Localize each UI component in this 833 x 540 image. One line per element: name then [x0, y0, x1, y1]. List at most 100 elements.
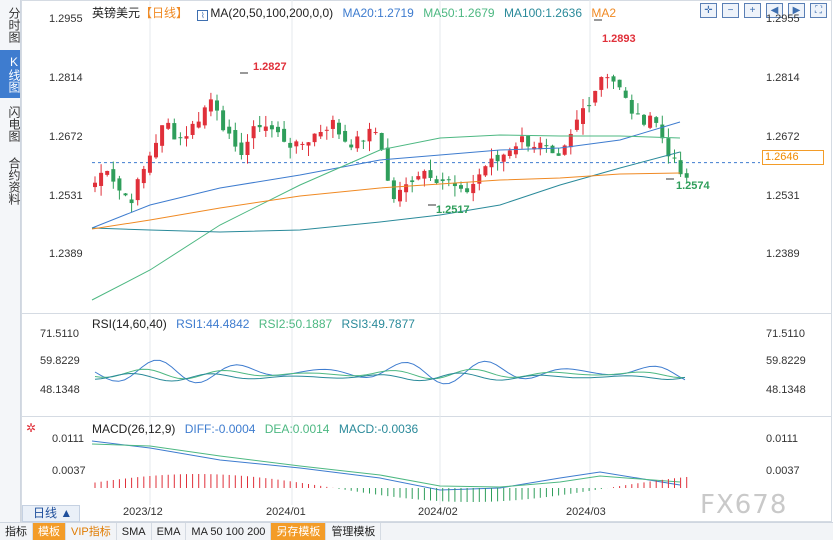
- candle-body: [428, 170, 433, 178]
- candle-body: [605, 77, 610, 79]
- x-tick: 2024/03: [566, 506, 606, 518]
- candle-body: [422, 170, 427, 179]
- candle-body: [324, 129, 329, 131]
- candle-body: [648, 115, 653, 128]
- indicator-settings-icon[interactable]: ⌇: [197, 10, 209, 21]
- rsi-y-tick-left: 48.1348: [40, 384, 80, 396]
- rsi-title: RSI(14,60,40): [92, 317, 167, 331]
- dea-value: DEA:0.0014: [264, 422, 330, 436]
- low-annotation: 1.2574: [676, 180, 710, 192]
- macd-y-tick-left: 0.0111: [52, 433, 85, 445]
- rsi2-value: RSI2:50.1887: [258, 317, 333, 331]
- scroll-right-icon[interactable]: ▶: [788, 3, 805, 18]
- rsi3-value: RSI3:49.7877: [341, 317, 415, 331]
- sidebar: 分时图 K线图 闪电图 合约资料: [0, 0, 21, 523]
- period-tag: 【日线】: [140, 6, 189, 20]
- candle-body: [642, 114, 646, 125]
- candle-body: [355, 136, 360, 149]
- candle-body: [599, 77, 604, 90]
- tab-kline[interactable]: K线图: [0, 50, 21, 98]
- crosshair-icon[interactable]: ✛: [700, 3, 717, 18]
- candle-body: [367, 128, 372, 142]
- tab-flash[interactable]: 闪电图: [7, 106, 21, 142]
- candle-body: [483, 166, 488, 176]
- fullscreen-icon[interactable]: ⛶: [810, 3, 827, 18]
- rsi-legend: RSI(14,60,40) RSI1:44.4842 RSI2:50.1887 …: [92, 317, 421, 331]
- candle-body: [520, 136, 524, 143]
- tab-contract-info[interactable]: 合约资料: [7, 157, 21, 205]
- candle-body: [99, 172, 104, 186]
- rsi-y-tick-right: 71.5110: [766, 328, 805, 340]
- rsi2-line: [94, 368, 686, 380]
- macd-value: MACD:-0.0036: [338, 422, 419, 436]
- ma-preset-button[interactable]: MA 50 100 200: [186, 522, 272, 540]
- main-legend: 英镑美元【日线】 ⌇ MA(20,50,100,200,0,0) MA20:1.2…: [92, 4, 622, 21]
- candle-body: [385, 147, 390, 181]
- manage-template-button[interactable]: 管理模板: [326, 522, 382, 540]
- candle-body: [208, 99, 213, 112]
- indicator-button[interactable]: 指标: [0, 522, 33, 540]
- candle-body: [672, 157, 677, 159]
- candle-body: [129, 199, 134, 204]
- candle-body: [135, 179, 140, 201]
- template-button[interactable]: 模板: [33, 522, 66, 540]
- candle-body: [562, 145, 567, 155]
- candle-body: [154, 142, 158, 158]
- macd-y-tick-right: 0.0037: [766, 465, 800, 477]
- ema-button[interactable]: EMA: [152, 522, 187, 540]
- sma-button[interactable]: SMA: [117, 522, 152, 540]
- ma50-line: [91, 134, 681, 301]
- candle-body: [471, 183, 476, 194]
- dea-line: [91, 443, 681, 488]
- zoom-out-icon[interactable]: −: [722, 3, 739, 18]
- candle-body: [666, 138, 671, 157]
- symbol-name: 英镑美元: [92, 6, 141, 20]
- candle-body: [337, 122, 341, 135]
- rsi-y-tick-left: 59.8229: [40, 355, 80, 367]
- candle-body: [581, 108, 585, 124]
- ma20-value: MA20:1.2719: [342, 6, 414, 20]
- y-tick-right: 1.2955: [766, 13, 800, 25]
- candle-body: [263, 126, 268, 131]
- candle-body: [276, 126, 280, 133]
- candle-body: [623, 90, 628, 98]
- zoom-in-icon[interactable]: +: [744, 3, 761, 18]
- candle-body: [227, 126, 232, 134]
- tab-timeshare[interactable]: 分时图: [7, 7, 21, 43]
- y-tick-right: 1.2672: [766, 131, 800, 143]
- candle-body: [611, 76, 616, 82]
- candle-body: [172, 123, 177, 140]
- macd-settings-icon[interactable]: ✲: [26, 421, 37, 435]
- vip-indicator-button[interactable]: VIP指标: [66, 522, 117, 540]
- candle-body: [330, 119, 335, 129]
- x-tick: 2024/02: [418, 506, 458, 518]
- candle-body: [398, 189, 402, 202]
- candle-body: [635, 113, 640, 115]
- candle-body: [318, 131, 323, 137]
- y-tick-right: 1.2389: [766, 248, 800, 260]
- candle-body: [678, 160, 683, 175]
- rsi-y-tick-right: 59.8229: [766, 355, 806, 367]
- candle-body: [593, 90, 598, 103]
- save-template-button[interactable]: 另存模板: [271, 522, 327, 540]
- ma20-line: [91, 121, 681, 229]
- y-tick-left: 1.2531: [49, 190, 83, 202]
- candle-body: [410, 180, 415, 183]
- y-tick-left: 1.2672: [49, 131, 83, 143]
- y-tick-left: 1.2955: [49, 13, 83, 25]
- candle-body: [184, 136, 189, 139]
- candle-body: [544, 145, 549, 147]
- macd-y-tick-left: 0.0037: [52, 465, 86, 477]
- candle-body: [312, 133, 317, 143]
- candle-body: [239, 142, 244, 155]
- candle-body: [538, 142, 543, 150]
- low-annotation: 1.2517: [436, 204, 470, 216]
- candle-body: [654, 117, 659, 123]
- scroll-left-icon[interactable]: ◀: [766, 3, 783, 18]
- candle-body: [160, 125, 165, 146]
- candle-body: [684, 173, 689, 178]
- period-selector[interactable]: 日线 ▲: [22, 505, 80, 522]
- candle-body: [629, 99, 634, 114]
- candle-body: [251, 126, 256, 139]
